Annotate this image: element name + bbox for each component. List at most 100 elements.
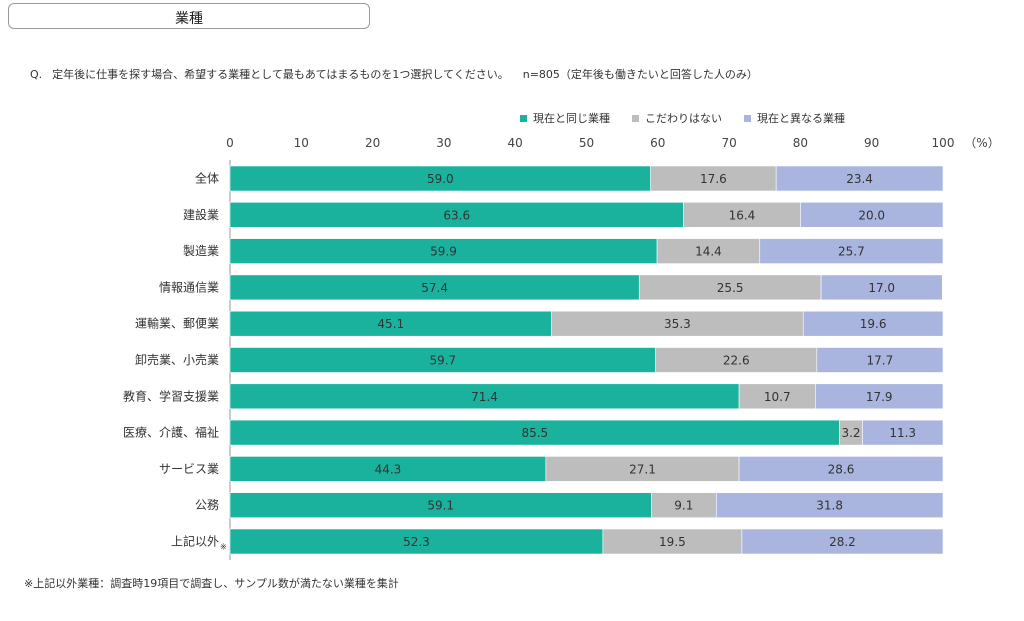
category-label: サービス業 (159, 462, 219, 476)
data-label-none: 14.4 (695, 245, 722, 259)
section-tag: 業種 (8, 3, 370, 29)
bar-segment-diff (800, 202, 944, 228)
bar-segment-same (229, 238, 658, 264)
bar-segment-diff (759, 238, 944, 264)
data-label-diff: 11.3 (889, 426, 916, 440)
bar-segment-none (656, 238, 761, 264)
bar-segment-diff (715, 492, 944, 519)
data-label-none: 25.5 (717, 281, 744, 295)
data-label-none: 3.2 (841, 426, 860, 440)
data-label-none: 19.5 (659, 535, 686, 549)
category-label: 教育、学習支援業 (123, 388, 219, 403)
legend-item-none: こだわりはない (632, 110, 722, 126)
bar-segment-diff (775, 165, 944, 192)
x-tick-label: 80 (793, 136, 808, 150)
data-label-same: 85.5 (521, 426, 548, 440)
legend-label-diff: 現在と異なる業種 (757, 112, 845, 125)
category-label: 医療、介護、福祉 (123, 425, 219, 440)
legend-swatch-diff (744, 114, 751, 122)
bar-segment-none (683, 202, 801, 228)
chart-legend: 現在と同じ業種 こだわりはない 現在と異なる業種 (520, 110, 845, 126)
category-label: 運輸業、郵便業 (135, 316, 219, 331)
data-label-none: 17.6 (700, 172, 727, 186)
data-label-same: 59.7 (429, 354, 456, 368)
bar-segment-same (229, 383, 740, 410)
bar-segment-same (229, 274, 640, 301)
bar-segment-none (738, 383, 816, 410)
x-tick-label: 70 (721, 136, 736, 150)
data-label-same: 71.4 (471, 390, 498, 404)
data-label-none: 35.3 (664, 317, 691, 331)
sample-size-note: n=805（定年後も働きたいと回答した人のみ） (522, 68, 758, 81)
bar-segment-none (545, 456, 740, 482)
legend-item-diff: 現在と異なる業種 (744, 110, 845, 126)
data-label-diff: 17.7 (867, 354, 894, 368)
legend-label-none: こだわりはない (645, 112, 722, 125)
x-tick-label: 10 (294, 136, 309, 150)
x-tick-label: 90 (864, 136, 879, 150)
category-label: 卸売業、小売業 (135, 352, 219, 367)
data-label-same: 44.3 (375, 462, 402, 476)
data-label-diff: 17.9 (866, 390, 893, 404)
x-tick-label: 60 (650, 136, 665, 150)
data-label-diff: 28.6 (828, 462, 855, 476)
bar-segment-diff (741, 528, 944, 555)
footnote: ※上記以外業種：調査時19項目で調査し、サンプル数が満たない業種を集計 (24, 577, 399, 590)
category-footnote-mark: ※ (220, 543, 227, 552)
x-tick-label: 0 (226, 136, 234, 150)
bar-segment-diff (820, 274, 943, 301)
data-label-none: 9.1 (674, 499, 693, 513)
category-label: 全体 (195, 171, 219, 186)
data-label-none: 10.7 (764, 390, 791, 404)
bar-segment-none (638, 274, 822, 301)
legend-swatch-same (520, 114, 527, 122)
data-label-diff: 25.7 (838, 245, 865, 259)
data-label-same: 59.1 (427, 499, 454, 513)
data-label-diff: 19.6 (860, 317, 887, 331)
bar-segment-diff (815, 383, 944, 410)
bar-segment-diff (738, 456, 944, 482)
section-tag-label: 業種 (175, 11, 203, 27)
bar-segment-same (229, 165, 651, 192)
data-label-diff: 17.0 (868, 281, 895, 295)
bar-segment-same (229, 310, 552, 337)
bar-segment-same (229, 492, 652, 519)
question-body: 定年後に仕事を探す場合、希望する業種として最もあてはまるものを1つ選択してくださ… (52, 68, 509, 81)
data-label-same: 59.9 (430, 245, 457, 259)
data-label-none: 27.1 (629, 462, 656, 476)
x-unit-label: （%） (964, 136, 999, 150)
legend-swatch-none (632, 114, 639, 122)
legend-label-same: 現在と同じ業種 (533, 112, 610, 125)
data-label-none: 22.6 (723, 354, 750, 368)
data-label-diff: 31.8 (816, 499, 843, 513)
bar-segment-same (229, 456, 547, 482)
data-label-same: 59.0 (427, 172, 454, 186)
data-label-diff: 20.0 (858, 208, 885, 222)
category-label: 建設業 (183, 207, 219, 222)
data-label-same: 52.3 (403, 535, 430, 549)
data-label-same: 63.6 (443, 208, 470, 222)
bar-segment-same (229, 202, 684, 228)
question-prefix: Q. (30, 68, 43, 81)
x-tick-label: 20 (365, 136, 380, 150)
data-label-same: 45.1 (377, 317, 404, 331)
category-label: 情報通信業 (159, 280, 219, 294)
bar-segment-diff (862, 419, 944, 446)
category-label: 上記以外 (171, 534, 219, 549)
x-tick-label: 100 (932, 136, 955, 150)
bar-segment-diff (802, 310, 944, 337)
category-label: 公務 (195, 498, 219, 512)
x-tick-label: 50 (579, 136, 594, 150)
category-label: 製造業 (183, 244, 219, 258)
bar-segment-diff (816, 347, 944, 373)
data-label-none: 16.4 (729, 208, 756, 222)
question-text: Q. 定年後に仕事を探す場合、希望する業種として最もあてはまるものを1つ選択してく… (30, 66, 758, 82)
x-tick-label: 30 (436, 136, 451, 150)
bar-segment-none (551, 310, 804, 337)
bar-segment-none (602, 528, 743, 555)
data-label-diff: 23.4 (846, 172, 873, 186)
data-label-diff: 28.2 (829, 535, 856, 549)
bar-segment-none (655, 347, 818, 373)
x-tick-label: 40 (508, 136, 523, 150)
